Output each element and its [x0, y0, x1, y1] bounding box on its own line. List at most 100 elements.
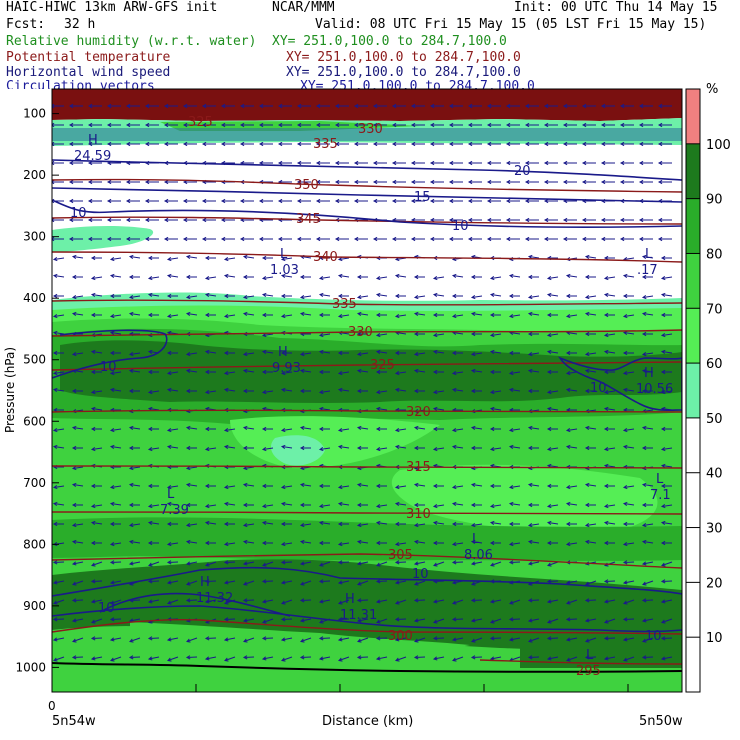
- wind-vector-arrow: [87, 103, 102, 109]
- theta-label: 325: [188, 115, 213, 130]
- wind-vector-arrow: [223, 257, 236, 262]
- wind-vector-arrow: [413, 539, 426, 544]
- wind-vector-arrow: [562, 236, 577, 242]
- wind-vector-arrow: [91, 618, 103, 624]
- wind-vector-arrow: [201, 198, 216, 204]
- wind-vector-arrow: [280, 560, 293, 565]
- wind-vector-arrow: [353, 198, 368, 204]
- wind-vector-arrow: [128, 482, 141, 487]
- wind-vector-arrow: [71, 539, 84, 544]
- wind-vector-arrow: [110, 599, 122, 605]
- wind-vector-arrow: [413, 295, 426, 300]
- wind-vector-arrow: [185, 655, 198, 660]
- wind-vector-arrow: [448, 179, 463, 185]
- wind-vector-arrow: [204, 255, 216, 261]
- wind-vector-arrow: [603, 276, 616, 281]
- wind-vector-arrow: [167, 599, 179, 605]
- wind-vector-arrow: [394, 485, 407, 490]
- wind-vector-arrow: [508, 617, 521, 622]
- wind-vector-arrow: [603, 333, 616, 338]
- wind-vector-arrow: [280, 293, 292, 299]
- wind-vector-arrow: [239, 103, 254, 109]
- wind-vector-arrow: [660, 579, 673, 584]
- wind-vector-arrow: [375, 540, 387, 546]
- wind-vector-arrow: [565, 485, 578, 490]
- wind-vector-arrow: [52, 236, 64, 242]
- wind-vector-arrow: [144, 122, 159, 128]
- wind-vector-arrow: [204, 276, 217, 281]
- wind-vector-arrow: [318, 312, 330, 318]
- wind-label: 10: [645, 629, 662, 644]
- wind-vector-arrow: [280, 444, 293, 449]
- wind-vector-arrow: [318, 276, 331, 281]
- wind-vector-arrow: [204, 447, 217, 452]
- wind-vector-arrow: [52, 371, 65, 376]
- wind-vector-arrow: [394, 371, 407, 376]
- wind-vector-arrow: [296, 198, 311, 204]
- wind-vector-arrow: [565, 350, 577, 356]
- wind-vector-arrow: [413, 368, 426, 373]
- wind-vector-arrow: [223, 580, 236, 585]
- wind-vector-arrow: [337, 314, 350, 319]
- wind-vector-arrow: [280, 387, 293, 392]
- theta-line-350: [52, 178, 682, 193]
- wind-vector-arrow: [546, 656, 559, 661]
- wind-speed-contours: [52, 159, 682, 633]
- wind-vector-arrow: [584, 502, 596, 508]
- wind-vector-arrow: [451, 444, 464, 449]
- field-wind-name: Horizontal wind speed: [6, 65, 171, 80]
- wind-vector-arrow: [546, 540, 558, 546]
- wind-vector-arrow: [182, 236, 197, 242]
- wind-vector-arrow: [470, 539, 483, 544]
- wind-vector-arrow: [413, 655, 426, 660]
- wind-vector-arrow: [410, 198, 425, 204]
- wind-vector-arrow: [52, 103, 64, 109]
- wind-vector-arrow: [261, 483, 273, 489]
- wind-vector-arrow: [220, 217, 235, 223]
- rh-patch-left: [52, 226, 154, 252]
- wind-vector-arrow: [413, 482, 426, 487]
- wind-vector-arrow: [641, 598, 654, 603]
- wind-vector-arrow: [413, 311, 426, 316]
- wind-vector-arrow: [334, 198, 349, 204]
- wind-vector-arrow: [258, 236, 273, 242]
- wind-vector-arrow: [90, 292, 103, 297]
- theta-line-300: [52, 618, 682, 635]
- wind-vector-arrow: [638, 141, 653, 147]
- wind-label: 10: [98, 601, 115, 616]
- theta-label: 305: [388, 548, 413, 563]
- wind-vector-arrow: [565, 273, 578, 278]
- wind-vector-arrow: [432, 504, 445, 509]
- wind-vector-arrow: [204, 504, 217, 509]
- wind-vector-arrow: [543, 160, 558, 166]
- wind-vector-arrow: [452, 656, 464, 662]
- wind-vector-arrow: [413, 618, 426, 623]
- wind-vector-arrow: [432, 426, 444, 432]
- wind-vector-arrow: [71, 523, 84, 528]
- wind-vector-arrow: [429, 141, 444, 147]
- wind-vector-arrow: [52, 160, 64, 166]
- wind-vector-arrow: [451, 637, 464, 642]
- y-tick-label: 900: [23, 599, 46, 613]
- wind-vector-arrow: [394, 542, 407, 547]
- wind-vector-arrow: [489, 447, 502, 452]
- wind-vector-arrow: [546, 483, 558, 489]
- wind-vector-arrow: [223, 428, 236, 433]
- wind-vector-arrow: [166, 293, 178, 299]
- wind-vector-arrow: [299, 295, 312, 300]
- wind-vector-arrow: [356, 539, 369, 544]
- wind-vector-arrow: [223, 485, 236, 490]
- wind-vector-arrow: [318, 520, 331, 525]
- wind-vector-arrow: [603, 579, 616, 584]
- wind-vector-arrow: [337, 387, 350, 392]
- wind-vector-arrow: [106, 198, 121, 204]
- wind-vector-arrow: [622, 560, 635, 565]
- wind-vector-arrow: [166, 273, 179, 278]
- theta-line-320: [52, 409, 682, 413]
- wind-vector-arrow: [638, 103, 653, 109]
- theta-label: 295: [576, 664, 601, 679]
- wind-vector-arrow: [486, 217, 501, 223]
- wind-vector-arrow: [223, 350, 235, 356]
- wind-vector-arrow: [505, 122, 520, 128]
- extremum-type: H: [644, 366, 654, 381]
